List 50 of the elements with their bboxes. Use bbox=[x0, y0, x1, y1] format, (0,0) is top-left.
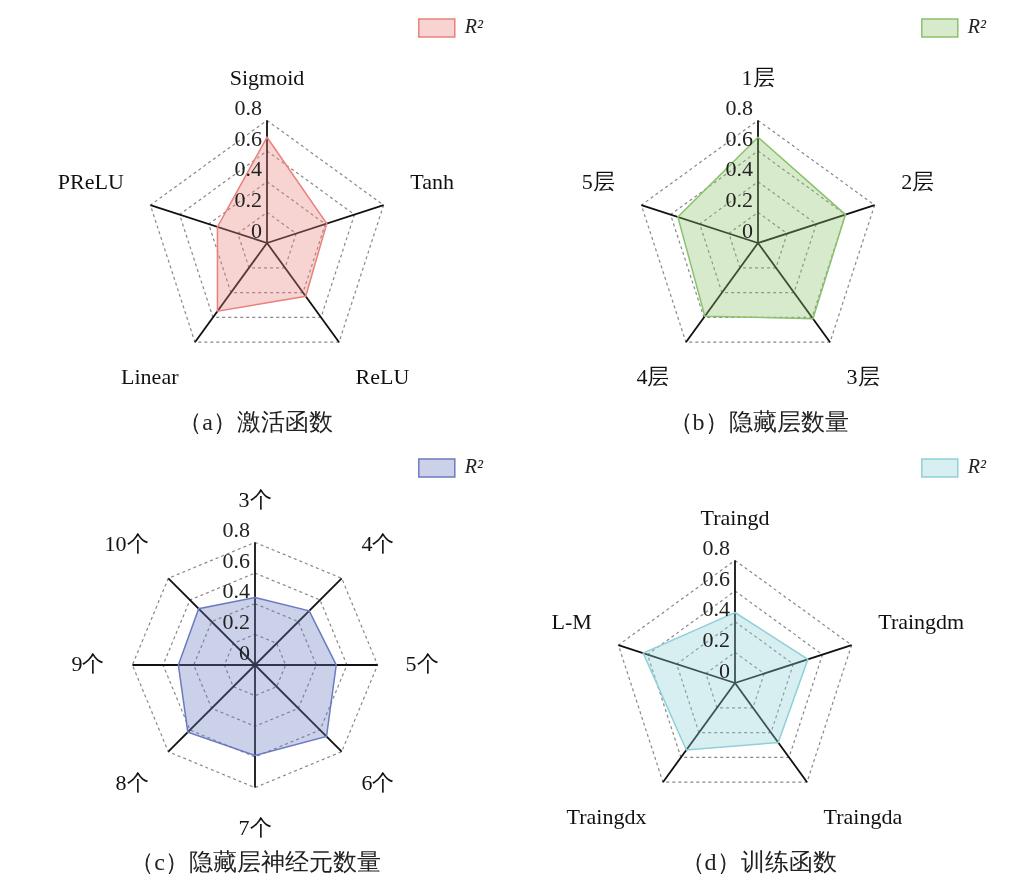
y-tick-label: 0.2 bbox=[234, 187, 262, 213]
y-tick-label: 0 bbox=[719, 657, 730, 683]
spoke-label: Tanh bbox=[410, 169, 454, 195]
spoke-label: Traingda bbox=[823, 803, 903, 829]
legend-label: R² bbox=[463, 455, 484, 478]
spoke-label: 6个 bbox=[361, 770, 395, 796]
text: （d）训练函数 bbox=[680, 848, 837, 875]
y-tick-label: 0.4 bbox=[222, 578, 250, 604]
y-tick-label: 0.6 bbox=[702, 565, 730, 591]
spoke-label: ReLU bbox=[355, 363, 410, 389]
legend-label: R² bbox=[966, 15, 987, 38]
spoke-label: 9个 bbox=[71, 650, 105, 676]
y-tick-label: 0.8 bbox=[725, 95, 753, 121]
text: （a）激活函数 bbox=[178, 408, 333, 435]
spoke-label: Traingdm bbox=[878, 609, 965, 635]
spoke-label: 4个 bbox=[361, 531, 395, 557]
spoke-label: 7个 bbox=[238, 814, 272, 840]
text: （b）隐藏层数量 bbox=[668, 408, 849, 435]
y-tick-label: 0.4 bbox=[234, 156, 262, 182]
spoke-label: 3层 bbox=[846, 363, 880, 389]
y-tick-label: 0.8 bbox=[234, 95, 262, 121]
text: （c）隐藏层神经元数量 bbox=[130, 848, 381, 875]
spoke-label: Linear bbox=[121, 363, 180, 389]
spoke-label: Traingd bbox=[700, 504, 770, 530]
spoke-label: 1层 bbox=[741, 64, 775, 90]
spoke-label: L-M bbox=[551, 609, 592, 635]
spoke-label: 10个 bbox=[104, 531, 149, 557]
spoke-label: Traingdx bbox=[566, 803, 647, 829]
y-tick-label: 0.6 bbox=[725, 125, 753, 151]
spoke-label: 3个 bbox=[238, 486, 272, 512]
y-tick-label: 0.6 bbox=[234, 125, 262, 151]
legend-label: R² bbox=[463, 15, 484, 38]
y-tick-label: 0.8 bbox=[222, 517, 250, 543]
y-tick-label: 0.4 bbox=[702, 596, 730, 622]
spoke-label: 4层 bbox=[636, 363, 670, 389]
y-tick-label: 0.8 bbox=[702, 535, 730, 561]
spoke-label: 2层 bbox=[901, 169, 935, 195]
spoke-label: Sigmoid bbox=[229, 64, 305, 90]
y-tick-label: 0.2 bbox=[222, 609, 250, 635]
y-tick-label: 0.4 bbox=[725, 156, 753, 182]
spoke-label: PReLU bbox=[57, 169, 124, 195]
y-tick-label: 0.6 bbox=[222, 547, 250, 573]
y-tick-label: 0 bbox=[251, 217, 262, 243]
legend-label: R² bbox=[966, 455, 987, 478]
spoke-label: 5层 bbox=[581, 169, 615, 195]
spoke-label: 8个 bbox=[115, 770, 149, 796]
y-tick-label: 0.2 bbox=[725, 187, 753, 213]
y-tick-label: 0 bbox=[742, 217, 753, 243]
spoke-label: 5个 bbox=[405, 650, 439, 676]
y-tick-label: 0.2 bbox=[702, 627, 730, 653]
